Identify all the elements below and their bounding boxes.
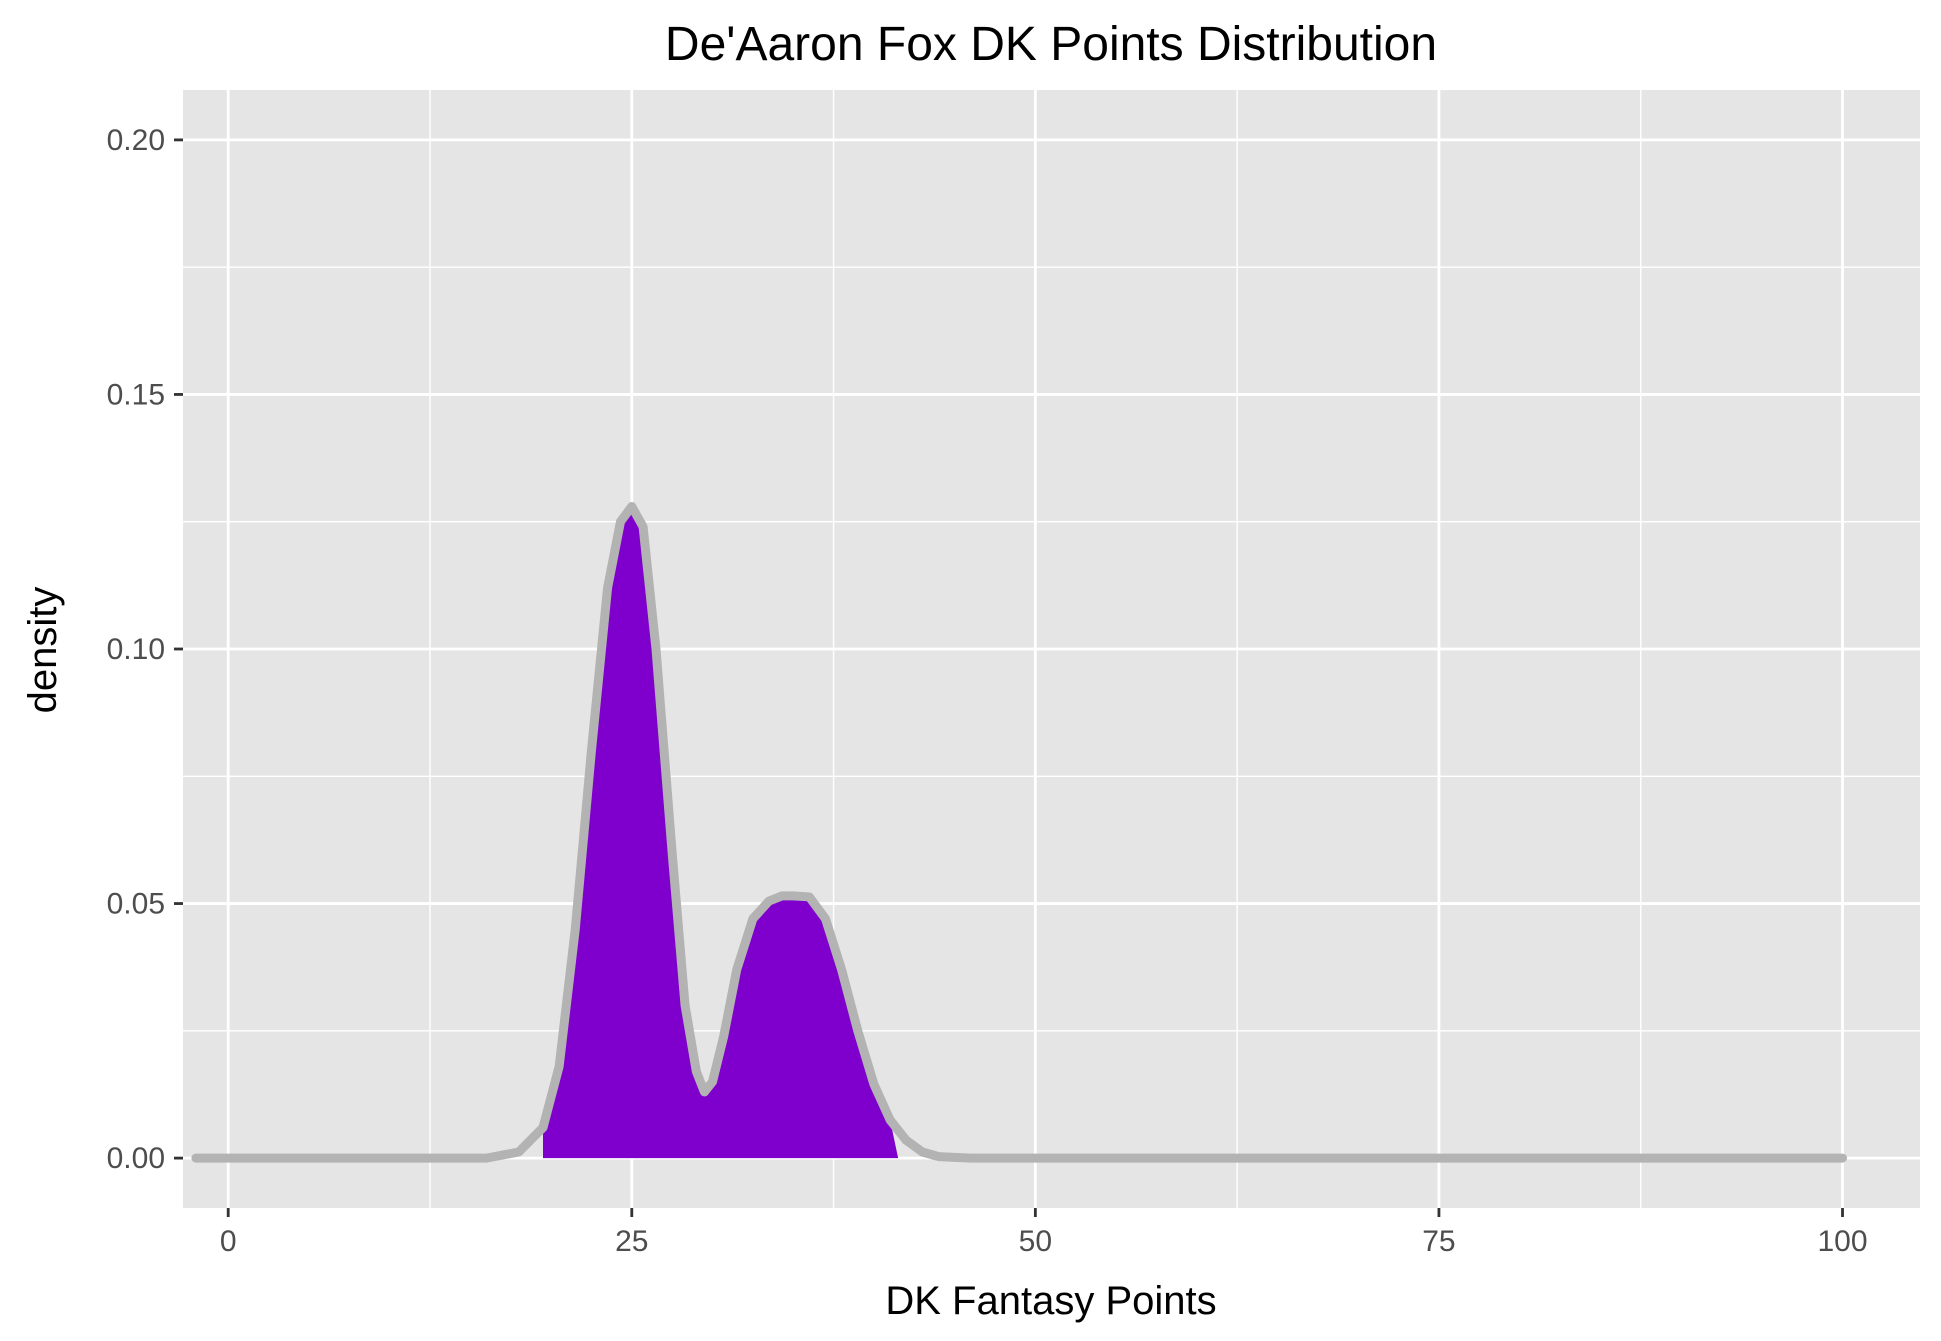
y-tick-label: 0.20	[107, 124, 165, 157]
x-axis-title: DK Fantasy Points	[885, 1279, 1216, 1323]
x-tick-label: 0	[220, 1225, 237, 1258]
axes: 0 25 50 75 100 0.00 0.05 0.10 0.15 0.20	[107, 124, 1868, 1258]
x-tick-label: 100	[1817, 1225, 1867, 1258]
density-fill-area	[542, 506, 899, 1159]
density-curve-line	[191, 501, 1848, 1163]
y-tick-label: 0.05	[107, 888, 165, 921]
y-axis-title: density	[21, 587, 65, 714]
y-tick-label: 0.15	[107, 378, 165, 411]
x-tick-label: 50	[1019, 1225, 1052, 1258]
y-tick-label: 0.00	[107, 1142, 165, 1175]
x-tick-label: 75	[1422, 1225, 1455, 1258]
chart-title: De'Aaron Fox DK Points Distribution	[665, 18, 1437, 71]
x-tick-label: 25	[615, 1225, 648, 1258]
data-layer	[191, 501, 1848, 1163]
y-tick-label: 0.10	[107, 633, 165, 666]
